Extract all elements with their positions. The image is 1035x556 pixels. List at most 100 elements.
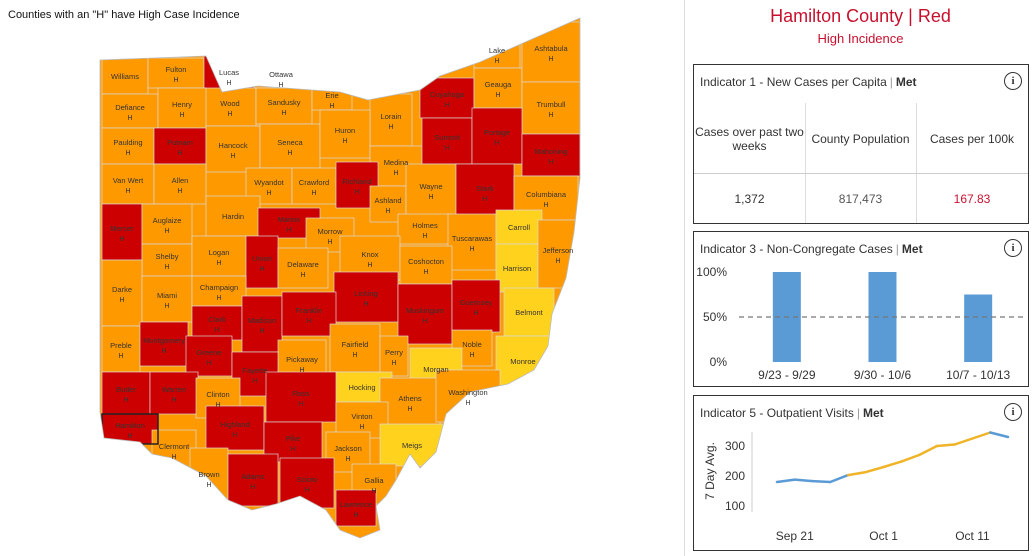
county-henry[interactable] — [157, 87, 207, 129]
high-incidence-marker: H — [469, 246, 474, 253]
bar[interactable] — [964, 294, 993, 363]
county-van-wert[interactable] — [101, 163, 155, 205]
county-preble[interactable] — [101, 325, 141, 373]
county-label: Coshocton — [408, 257, 444, 266]
county-warren[interactable] — [149, 371, 199, 415]
county-licking[interactable] — [333, 271, 399, 323]
county-hancock[interactable] — [205, 125, 261, 173]
county-huron[interactable] — [319, 109, 371, 159]
county-label: Harrison — [503, 264, 531, 273]
county-putnam[interactable] — [153, 127, 207, 165]
county-richland[interactable] — [335, 161, 379, 209]
x-tick-label: 9/23 - 9/29 — [758, 368, 816, 382]
high-incidence-marker: H — [300, 272, 305, 279]
county-label: Athens — [398, 394, 422, 403]
high-incidence-marker: H — [215, 402, 220, 409]
county-portage[interactable] — [471, 107, 523, 165]
map-note: Counties with an "H" have High Case Inci… — [8, 9, 240, 21]
county-darke[interactable] — [101, 259, 143, 327]
series-segment — [775, 478, 797, 484]
y-tick-label: 100% — [696, 265, 727, 279]
county-holmes[interactable] — [397, 213, 453, 245]
county-label: Highland — [220, 420, 250, 429]
county-muskingum[interactable] — [397, 283, 453, 345]
county-morrow[interactable] — [305, 217, 355, 253]
county-label: Wyandot — [254, 178, 284, 187]
ohio-county-map[interactable]: Williams Fulton H Lucas H Ottawa H Wood H Sandusk… — [0, 0, 683, 556]
county-label: Hancock — [218, 141, 247, 150]
county-belmont[interactable] — [503, 287, 555, 337]
county-defiance[interactable] — [101, 93, 159, 129]
high-incidence-marker: H — [423, 269, 428, 276]
x-tick-label: Oct 1 — [869, 529, 898, 543]
county-montgomery[interactable] — [139, 321, 189, 367]
county-paulding[interactable] — [101, 127, 155, 165]
indicator3-card: Indicator 3 - Non-Congregate Cases | Met i… — [693, 231, 1029, 387]
indicator5-label: Indicator 5 - Outpatient Visits — [700, 406, 854, 420]
county-delaware[interactable] — [277, 247, 329, 289]
county-label: Champaign — [200, 283, 238, 292]
county-label: Fayette — [242, 366, 267, 375]
county-ross[interactable] — [265, 371, 337, 423]
county-greene[interactable] — [185, 335, 233, 377]
county-guernsey[interactable] — [451, 279, 501, 333]
info-icon[interactable]: i — [1004, 403, 1022, 421]
indicator1-title: Indicator 1 - New Cases per Capita | Met — [700, 75, 917, 89]
county-label: Monroe — [510, 357, 535, 366]
series-segment — [846, 470, 868, 477]
county-franklin[interactable] — [281, 291, 337, 337]
county-seneca[interactable] — [259, 123, 321, 169]
county-label: Crawford — [299, 178, 329, 187]
county-fairfield[interactable] — [329, 323, 381, 373]
series-segment — [900, 453, 921, 463]
county-adams[interactable] — [227, 453, 279, 507]
county-label: Brown — [198, 470, 219, 479]
county-label: Pike — [286, 434, 301, 443]
county-miami[interactable] — [141, 275, 193, 323]
county-perry[interactable] — [379, 335, 409, 377]
county-trumbull[interactable] — [521, 81, 580, 135]
county-summit[interactable] — [421, 117, 473, 165]
high-incidence-marker: H — [164, 264, 169, 271]
info-icon[interactable]: i — [1004, 239, 1022, 257]
high-incidence-marker: H — [543, 202, 548, 209]
county-label: Putnam — [167, 138, 193, 147]
county-allen[interactable] — [153, 163, 207, 205]
county-auglaize[interactable] — [141, 203, 193, 245]
high-incidence-marker: H — [299, 367, 304, 374]
high-incidence-marker: H — [177, 150, 182, 157]
county-label: Richland — [342, 177, 371, 186]
indicator1-table: Cases over past two weeks County Populat… — [694, 103, 1028, 223]
county-shelby[interactable] — [141, 243, 193, 277]
county-crawford[interactable] — [291, 167, 337, 205]
county-tuscarawas[interactable] — [447, 213, 497, 271]
county-madison[interactable] — [241, 295, 283, 353]
county-label: Ashland — [374, 196, 401, 205]
county-clark[interactable] — [191, 305, 243, 341]
county-label: Morgan — [423, 365, 448, 374]
county-label: Ross — [292, 389, 309, 398]
county-champaign[interactable] — [191, 275, 247, 307]
county-highland[interactable] — [205, 405, 265, 451]
county-label: Defiance — [115, 103, 145, 112]
county-label: Lucas — [219, 68, 239, 77]
high-incidence-marker: H — [465, 400, 470, 407]
county-label: Licking — [354, 289, 377, 298]
x-tick-label: Sep 21 — [776, 529, 814, 543]
bar[interactable] — [868, 272, 897, 362]
county-label: Hamilton — [115, 421, 145, 430]
high-incidence-marker: H — [444, 102, 449, 109]
series-segment — [829, 473, 850, 484]
county-coshocton[interactable] — [399, 245, 453, 285]
county-mahoning[interactable] — [521, 133, 580, 177]
high-incidence-marker: H — [393, 170, 398, 177]
county-label: Marion — [278, 215, 301, 224]
indicator3-label: Indicator 3 - Non-Congregate Cases — [700, 242, 893, 256]
population-header: County Population — [811, 132, 910, 146]
info-icon[interactable]: i — [1004, 72, 1022, 90]
county-mercer[interactable] — [101, 203, 143, 261]
indicator5-card: Indicator 5 - Outpatient Visits | Met i 10… — [693, 395, 1029, 551]
county-union[interactable] — [245, 235, 279, 289]
population-value: 817,473 — [838, 192, 883, 206]
county-lawrence[interactable] — [335, 489, 377, 527]
